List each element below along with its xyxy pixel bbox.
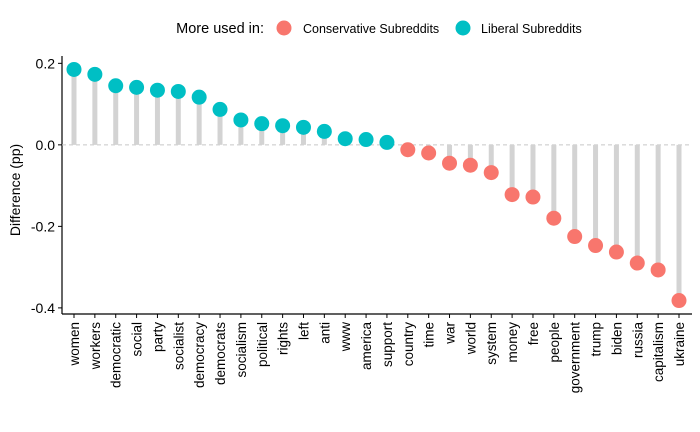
- lollipop-point: [442, 155, 458, 171]
- x-tick-label: capitalism: [651, 322, 666, 382]
- x-tick-label: women: [67, 322, 82, 367]
- x-tick-label: time: [422, 322, 437, 348]
- lollipop-point: [504, 187, 520, 203]
- x-tick-label: ukraine: [672, 322, 687, 366]
- y-tick-label: 0.0: [36, 137, 56, 153]
- x-tick-label: biden: [609, 322, 624, 355]
- lollipop-point: [149, 82, 165, 98]
- y-tick-label: -0.4: [31, 300, 55, 316]
- lollipop-point: [567, 229, 583, 245]
- legend-label-conservative: Conservative Subreddits: [303, 22, 439, 36]
- legend-title: More used in:: [176, 21, 264, 37]
- lollipop-point: [170, 83, 186, 99]
- lollipop-point: [671, 293, 687, 309]
- lollipop-point: [129, 79, 145, 95]
- plot-area: 0.2 0.0 -0.2 -0.4 women workers democratic soci…: [31, 55, 692, 393]
- lollipop-point: [483, 165, 499, 181]
- lollipop-point: [608, 244, 624, 260]
- y-tick-label: -0.2: [31, 218, 55, 234]
- x-tick-label: party: [150, 322, 165, 352]
- lollipop-point: [66, 61, 82, 77]
- x-tick-label: america: [359, 322, 374, 371]
- x-tick-label: workers: [88, 322, 103, 371]
- x-tick-label: government: [568, 322, 583, 394]
- x-tick-label: democratic: [109, 322, 124, 388]
- lollipop-point: [525, 189, 541, 205]
- x-tick-label: money: [505, 322, 520, 363]
- lollipop-point: [337, 131, 353, 147]
- lollipop-point: [650, 262, 666, 278]
- lollipop-point: [358, 132, 374, 148]
- lollipop-point: [233, 112, 249, 128]
- x-tick-label: www: [338, 322, 353, 352]
- lollipop-point: [421, 145, 437, 161]
- lollipop-point: [254, 116, 270, 132]
- lollipop-point: [87, 66, 103, 82]
- lollipop-point: [316, 123, 332, 139]
- lollipop-point: [629, 255, 645, 271]
- x-tick-label: support: [380, 322, 395, 367]
- lollipop-point: [379, 134, 395, 150]
- x-tick-label: trump: [589, 322, 604, 357]
- legend-swatch-conservative: [276, 20, 292, 36]
- x-tick-label: anti: [317, 322, 332, 344]
- x-tick-label: people: [547, 322, 562, 363]
- y-tick-label: 0.2: [36, 55, 56, 71]
- x-tick-label: world: [463, 322, 478, 355]
- x-tick-label: democracy: [192, 322, 207, 388]
- x-tick-label: left: [296, 322, 311, 340]
- x-tick-label: rights: [276, 322, 291, 355]
- lollipop-point: [295, 119, 311, 135]
- lollipop-point: [212, 101, 228, 117]
- x-tick-label: political: [255, 322, 270, 367]
- lollipop-point: [108, 78, 124, 94]
- x-tick-label: free: [526, 322, 541, 345]
- x-tick-label: russia: [630, 322, 645, 359]
- lollipop-point: [588, 238, 604, 254]
- lollipop-point: [191, 89, 207, 105]
- x-tick-label: system: [484, 322, 499, 365]
- x-tick-label: socialist: [171, 322, 186, 370]
- x-tick-label: social: [130, 322, 145, 357]
- x-tick-label: socialism: [234, 322, 249, 378]
- lollipop-point: [546, 210, 562, 226]
- legend-swatch-liberal: [455, 20, 471, 36]
- lollipop-point: [400, 142, 416, 158]
- x-tick-label: war: [443, 322, 458, 345]
- y-axis-label: Difference (pp): [7, 144, 23, 236]
- x-tick-label: democrats: [213, 322, 228, 385]
- legend: More used in: Conservative Subreddits Li…: [176, 20, 582, 37]
- lollipop-point: [462, 157, 478, 173]
- lollipop-point: [275, 118, 291, 134]
- x-tick-label: country: [401, 322, 416, 367]
- legend-label-liberal: Liberal Subreddits: [481, 22, 582, 36]
